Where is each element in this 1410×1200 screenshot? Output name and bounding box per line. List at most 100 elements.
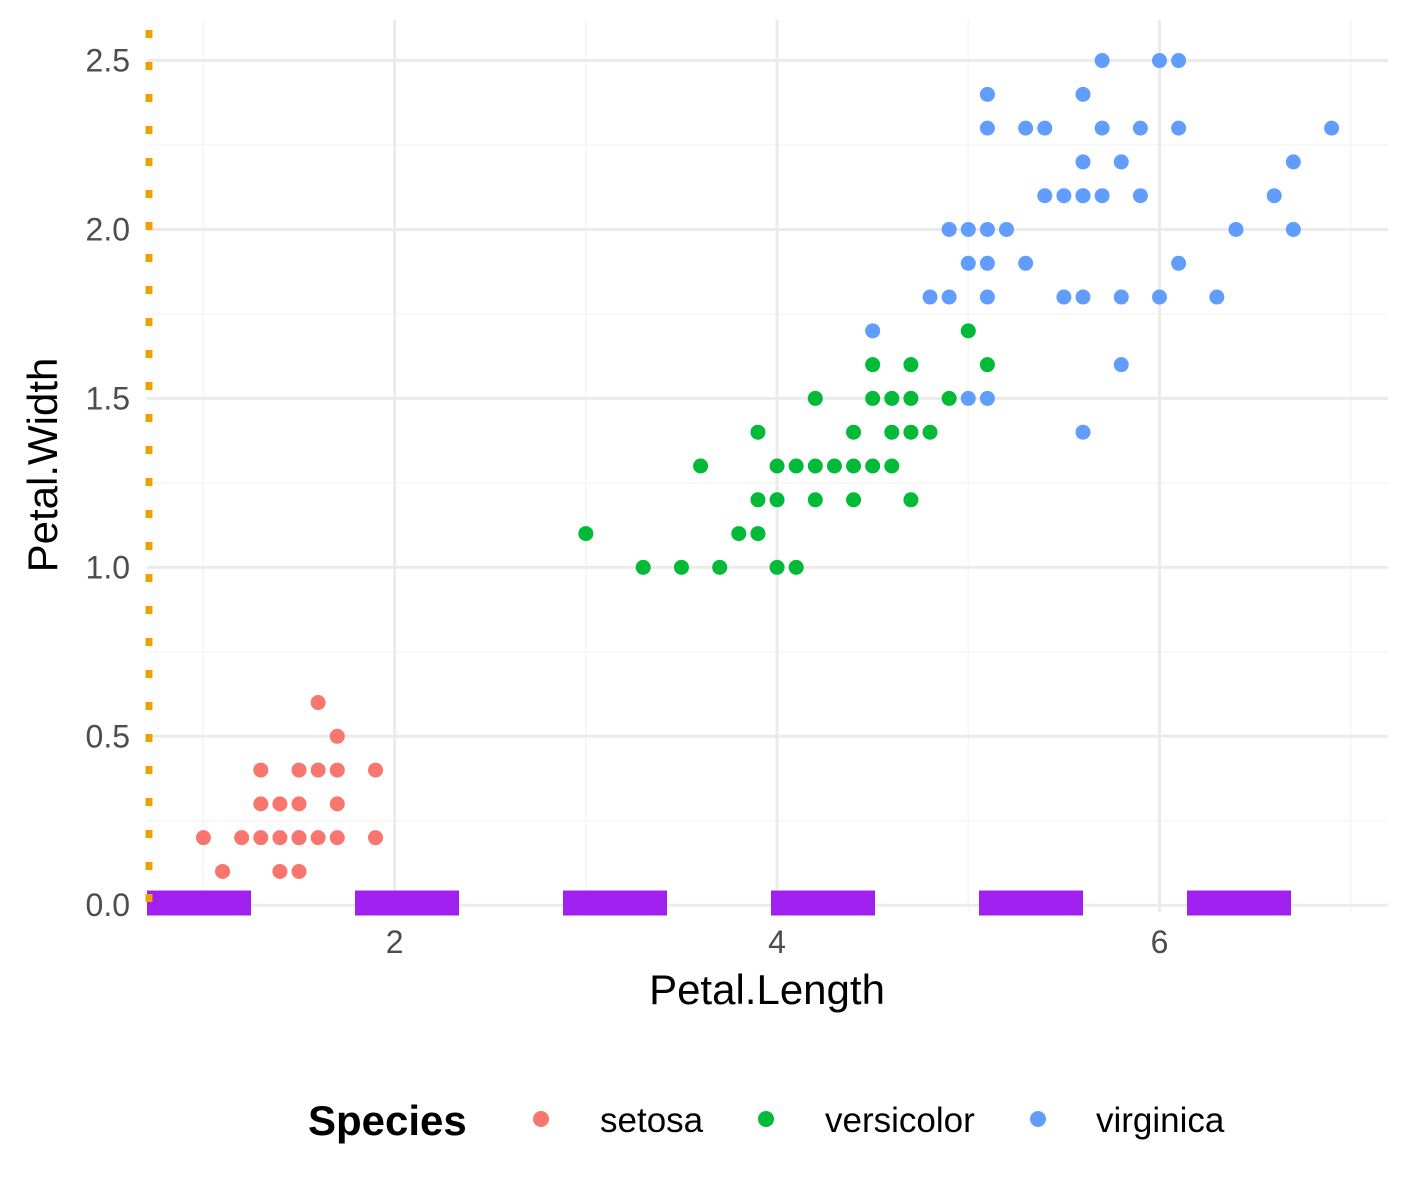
point-versicolor <box>922 424 938 440</box>
y-tick-label: 2.0 <box>86 211 130 247</box>
point-virginica <box>1018 255 1034 271</box>
point-setosa <box>272 830 288 846</box>
point-virginica <box>1037 120 1053 136</box>
point-virginica <box>1151 53 1167 69</box>
rug-marks <box>145 30 1388 916</box>
point-virginica <box>1171 120 1187 136</box>
tick-labels: 0.0 0.5 1.0 1.5 2.0 2.5 2 4 6 <box>86 43 1169 960</box>
point-setosa <box>310 830 326 846</box>
point-versicolor <box>941 390 957 406</box>
point-versicolor <box>807 458 823 474</box>
point-virginica <box>1285 154 1301 170</box>
point-versicolor <box>884 390 900 406</box>
point-versicolor <box>807 390 823 406</box>
point-setosa <box>291 830 307 846</box>
point-versicolor <box>578 526 594 542</box>
point-virginica <box>1075 86 1091 102</box>
point-versicolor <box>750 526 766 542</box>
point-virginica <box>979 390 995 406</box>
x-axis-title: Petal.Length <box>649 966 885 1013</box>
point-virginica <box>1094 120 1110 136</box>
point-virginica <box>922 289 938 305</box>
point-setosa <box>291 762 307 778</box>
point-virginica <box>1324 120 1340 136</box>
point-virginica <box>1094 188 1110 204</box>
point-virginica <box>1075 289 1091 305</box>
point-versicolor <box>731 526 747 542</box>
point-versicolor <box>903 357 919 373</box>
point-virginica <box>1228 221 1244 237</box>
point-versicolor <box>846 458 862 474</box>
point-virginica <box>941 221 957 237</box>
point-versicolor <box>903 424 919 440</box>
point-virginica <box>865 323 881 339</box>
legend-label-setosa: setosa <box>600 1101 704 1140</box>
point-virginica <box>1285 221 1301 237</box>
y-tick-label: 2.5 <box>86 43 130 79</box>
point-versicolor <box>635 559 651 575</box>
point-setosa <box>329 796 345 812</box>
point-virginica <box>1037 188 1053 204</box>
point-versicolor <box>712 559 728 575</box>
point-setosa <box>253 762 269 778</box>
point-virginica <box>1075 424 1091 440</box>
point-virginica <box>960 255 976 271</box>
point-setosa <box>310 695 326 711</box>
point-versicolor <box>826 458 842 474</box>
point-virginica <box>1151 289 1167 305</box>
point-virginica <box>1075 188 1091 204</box>
point-versicolor <box>788 559 804 575</box>
legend-key-setosa <box>533 1111 549 1127</box>
legend-label-versicolor: versicolor <box>825 1101 975 1140</box>
point-virginica <box>979 255 995 271</box>
point-versicolor <box>865 357 881 373</box>
grid <box>147 20 1388 912</box>
point-setosa <box>291 863 307 879</box>
y-axis-title: Petal.Width <box>19 358 66 573</box>
point-setosa <box>291 796 307 812</box>
y-tick-label: 0.5 <box>86 718 130 754</box>
point-virginica <box>979 221 995 237</box>
point-setosa <box>329 762 345 778</box>
point-virginica <box>1113 289 1129 305</box>
point-setosa <box>253 830 269 846</box>
point-versicolor <box>865 390 881 406</box>
point-versicolor <box>903 492 919 508</box>
point-versicolor <box>750 424 766 440</box>
point-setosa <box>329 728 345 744</box>
point-setosa <box>272 796 288 812</box>
point-virginica <box>1056 289 1072 305</box>
point-versicolor <box>979 357 995 373</box>
point-setosa <box>368 830 384 846</box>
point-versicolor <box>884 458 900 474</box>
legend-key-versicolor <box>758 1111 774 1127</box>
point-virginica <box>960 221 976 237</box>
point-virginica <box>1209 289 1225 305</box>
point-virginica <box>1132 188 1148 204</box>
y-tick-label: 0.0 <box>86 887 130 923</box>
point-versicolor <box>693 458 709 474</box>
y-tick-label: 1.5 <box>86 380 130 416</box>
point-virginica <box>1056 188 1072 204</box>
point-virginica <box>1171 255 1187 271</box>
legend: Species setosa versicolor virginica <box>308 1097 1225 1144</box>
point-virginica <box>979 86 995 102</box>
x-tick-label: 6 <box>1151 924 1169 960</box>
point-virginica <box>1132 120 1148 136</box>
point-versicolor <box>750 492 766 508</box>
data-points <box>195 53 1340 879</box>
point-virginica <box>999 221 1015 237</box>
point-virginica <box>979 289 995 305</box>
point-virginica <box>1113 154 1129 170</box>
point-virginica <box>979 120 995 136</box>
point-versicolor <box>807 492 823 508</box>
point-virginica <box>1018 120 1034 136</box>
legend-title: Species <box>308 1097 467 1144</box>
legend-key-virginica <box>1030 1111 1046 1127</box>
point-virginica <box>941 289 957 305</box>
point-versicolor <box>884 424 900 440</box>
point-virginica <box>1113 357 1129 373</box>
point-virginica <box>1094 53 1110 69</box>
point-versicolor <box>903 390 919 406</box>
